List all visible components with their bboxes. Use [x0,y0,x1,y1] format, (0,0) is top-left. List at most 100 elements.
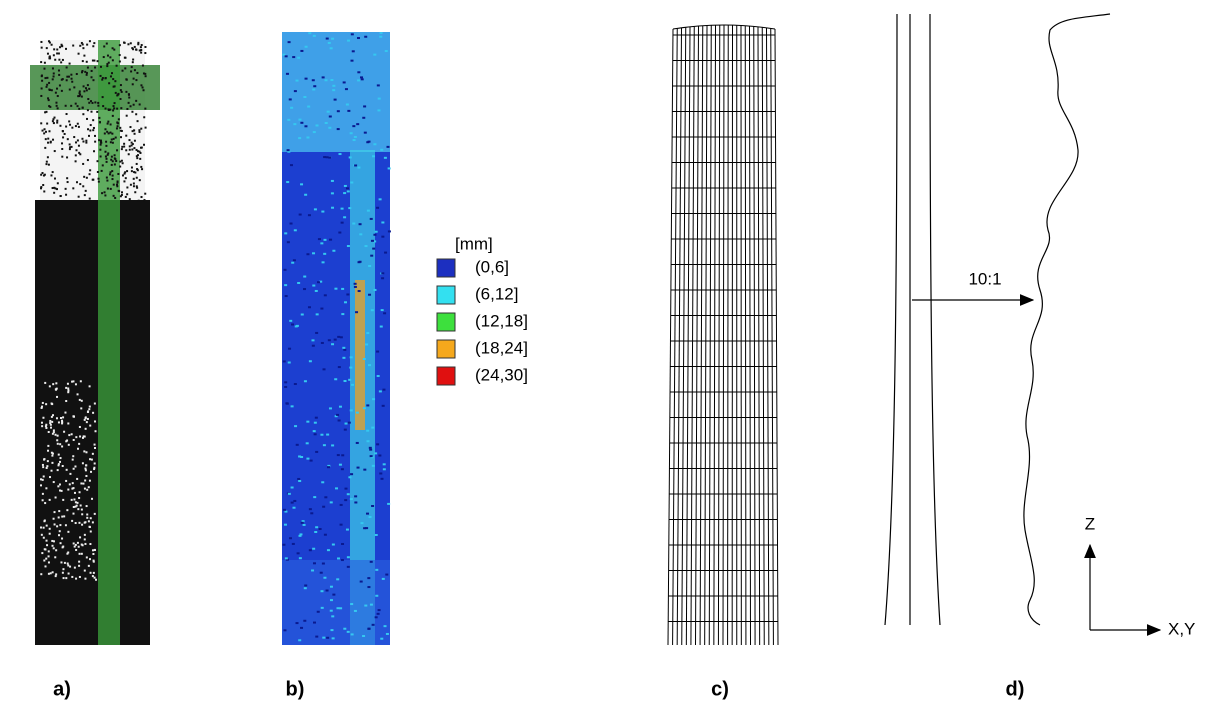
point [109,75,112,78]
point [86,411,89,414]
point [55,387,58,390]
point [65,400,68,403]
point [135,176,138,179]
point [81,523,84,526]
point [106,65,109,68]
point [381,235,385,238]
point [135,185,138,188]
point [114,196,117,199]
point [87,134,90,137]
legend-label: (6,12] [475,284,518,303]
point [307,214,311,217]
point [61,571,64,574]
point [50,43,53,46]
point [339,503,343,506]
point [298,137,302,140]
point [132,182,135,185]
point [42,466,45,469]
point [89,558,92,561]
point [91,178,94,181]
point [342,81,346,84]
point [57,485,60,488]
point [74,383,77,386]
point [42,184,45,187]
point [292,506,296,509]
point [284,557,288,560]
point [343,301,347,304]
point [82,162,85,165]
point [42,536,45,539]
point [40,122,43,125]
point [343,428,347,431]
point [131,61,134,64]
point [334,378,338,381]
point [376,443,380,446]
point [321,76,325,79]
point [136,120,139,123]
point [298,534,302,537]
point [82,436,85,439]
point [40,74,43,77]
point [52,54,55,57]
point [46,122,49,125]
point [298,480,302,483]
point [72,542,75,545]
point [58,510,61,513]
point [40,61,43,64]
point [51,539,54,542]
point [143,116,146,119]
point [298,118,302,121]
point [380,309,384,312]
point [96,171,99,174]
point [82,185,85,188]
point [125,90,128,93]
point [81,70,84,73]
point [52,118,55,121]
point [327,41,331,44]
point [72,487,75,490]
xy-axis-label: X,Y [1168,619,1195,638]
point [53,116,56,119]
point [136,169,139,172]
point [315,635,319,638]
point [107,120,110,123]
point [86,84,89,87]
point [134,191,137,194]
point [49,419,52,422]
point [367,140,371,143]
point [63,132,66,135]
point [387,230,391,233]
point [59,195,62,198]
point [44,381,47,384]
point [119,126,122,129]
point [300,521,304,524]
point [41,492,44,495]
point [120,129,123,132]
point [131,130,134,133]
point [101,192,104,195]
point [74,522,77,525]
panel-label: a) [53,678,71,700]
point [85,451,88,454]
point [84,417,87,420]
point [337,366,341,369]
point [60,43,63,46]
point [88,40,91,43]
point [71,380,74,383]
point [124,171,127,174]
point [287,41,291,44]
point [98,121,101,124]
mesh-line [699,25,704,646]
point [66,439,69,442]
mesh-top [672,24,776,30]
point [325,156,329,159]
point [315,331,319,334]
point [138,179,141,182]
point [58,58,61,61]
panel-label: d) [1006,678,1025,700]
point [83,450,86,453]
point [331,615,335,618]
point [139,151,142,154]
point [81,106,84,109]
point [304,193,308,196]
